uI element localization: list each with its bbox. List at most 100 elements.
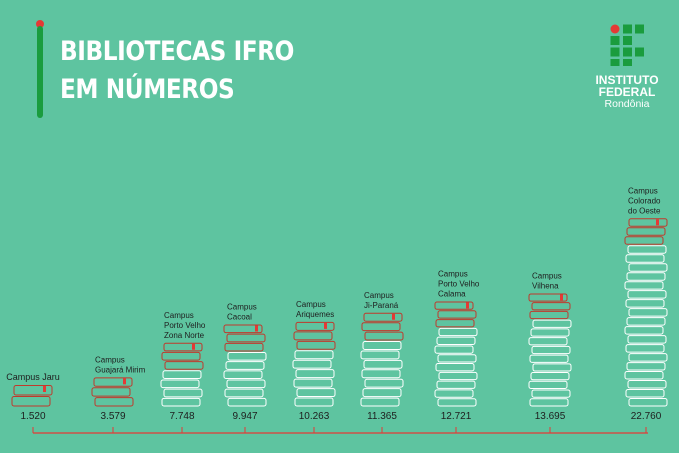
bookmark-icon: [392, 313, 395, 320]
bar-stack-7: [434, 301, 478, 407]
book: [626, 317, 666, 326]
bookmark-icon: [466, 302, 469, 309]
category-label: Cacoal: [227, 313, 252, 322]
category-label: Colorado: [628, 196, 661, 205]
book: [225, 361, 265, 370]
bookmark-icon: [560, 294, 563, 301]
logo-line-instituto: INSTITUTO: [595, 73, 659, 87]
book: [625, 299, 665, 308]
book: [364, 378, 404, 388]
book: [624, 236, 664, 245]
book: [628, 308, 668, 317]
accent-red-dot: [36, 20, 44, 28]
book: [93, 377, 133, 387]
book: [628, 398, 668, 407]
book: [434, 389, 474, 398]
bookmark-icon: [255, 325, 258, 332]
book: [161, 397, 201, 407]
category-label: Calama: [438, 290, 466, 299]
value-label: 1.520: [20, 411, 45, 422]
book: [294, 350, 334, 360]
category-label: Campus: [628, 186, 658, 195]
book: [628, 218, 668, 227]
book: [296, 340, 336, 350]
category-label: do Oeste: [628, 206, 661, 215]
book: [434, 301, 474, 310]
category-label: Porto Velho: [438, 280, 480, 289]
book: [363, 312, 403, 322]
book: [437, 354, 477, 363]
bar-stack-6: [360, 312, 404, 407]
book: [164, 361, 204, 370]
book: [625, 344, 665, 353]
book: [438, 327, 478, 337]
book: [163, 342, 203, 352]
book: [529, 310, 569, 320]
bookmark-icon: [192, 343, 195, 350]
category-label: Vilhena: [532, 281, 559, 290]
book: [11, 396, 51, 407]
value-label: 13.695: [535, 411, 566, 422]
bookmark-icon: [43, 386, 46, 392]
bookmark-icon: [656, 219, 659, 226]
book: [531, 389, 571, 398]
book: [627, 290, 667, 299]
category-label: Campus: [164, 311, 194, 320]
book: [435, 319, 475, 328]
book: [163, 388, 203, 398]
book: [438, 371, 478, 381]
bar-stack-8: [528, 293, 572, 407]
book: [627, 245, 667, 254]
book: [627, 335, 667, 344]
book: [223, 370, 263, 380]
book: [293, 331, 333, 341]
book: [360, 350, 400, 360]
category-label: Campus: [296, 300, 326, 309]
bar-stack-2: [91, 377, 134, 407]
bookmark-icon: [123, 378, 126, 385]
book: [91, 387, 131, 397]
book: [160, 379, 200, 389]
book: [437, 310, 477, 319]
book: [227, 352, 267, 361]
book: [293, 378, 333, 388]
book: [530, 372, 570, 381]
category-label: Zona Norte: [164, 331, 205, 340]
book: [532, 363, 572, 372]
book: [625, 254, 665, 263]
book: [13, 385, 53, 396]
page-title-line-1: BIBLIOTECAS IFRO: [60, 36, 294, 67]
book: [628, 353, 668, 362]
book: [626, 272, 666, 281]
bar-stack-3: [160, 342, 204, 407]
book: [627, 380, 667, 389]
book: [529, 354, 569, 363]
book: [162, 370, 202, 379]
value-label: 3.579: [100, 411, 125, 422]
book: [528, 293, 568, 302]
book: [626, 227, 666, 236]
book: [223, 324, 263, 334]
category-label: Ji-Paraná: [364, 301, 399, 310]
book: [292, 359, 332, 369]
book: [436, 336, 476, 345]
bar-stack-5: [292, 321, 336, 407]
book: [528, 380, 568, 390]
book: [529, 398, 569, 407]
category-label: Porto Velho: [164, 321, 206, 330]
category-label: Guajará Mirim: [95, 365, 146, 374]
book: [626, 362, 666, 371]
book: [226, 333, 266, 343]
book: [361, 322, 401, 332]
bookmark-icon: [324, 322, 327, 329]
book: [530, 328, 570, 337]
category-label: Campus: [95, 355, 125, 364]
book: [295, 321, 335, 331]
book: [363, 359, 403, 369]
category-label: Ariquemes: [296, 310, 334, 319]
title-accent-bar: [36, 20, 44, 118]
book: [531, 345, 571, 355]
book: [161, 351, 201, 361]
book: [532, 319, 572, 328]
book: [624, 326, 664, 335]
